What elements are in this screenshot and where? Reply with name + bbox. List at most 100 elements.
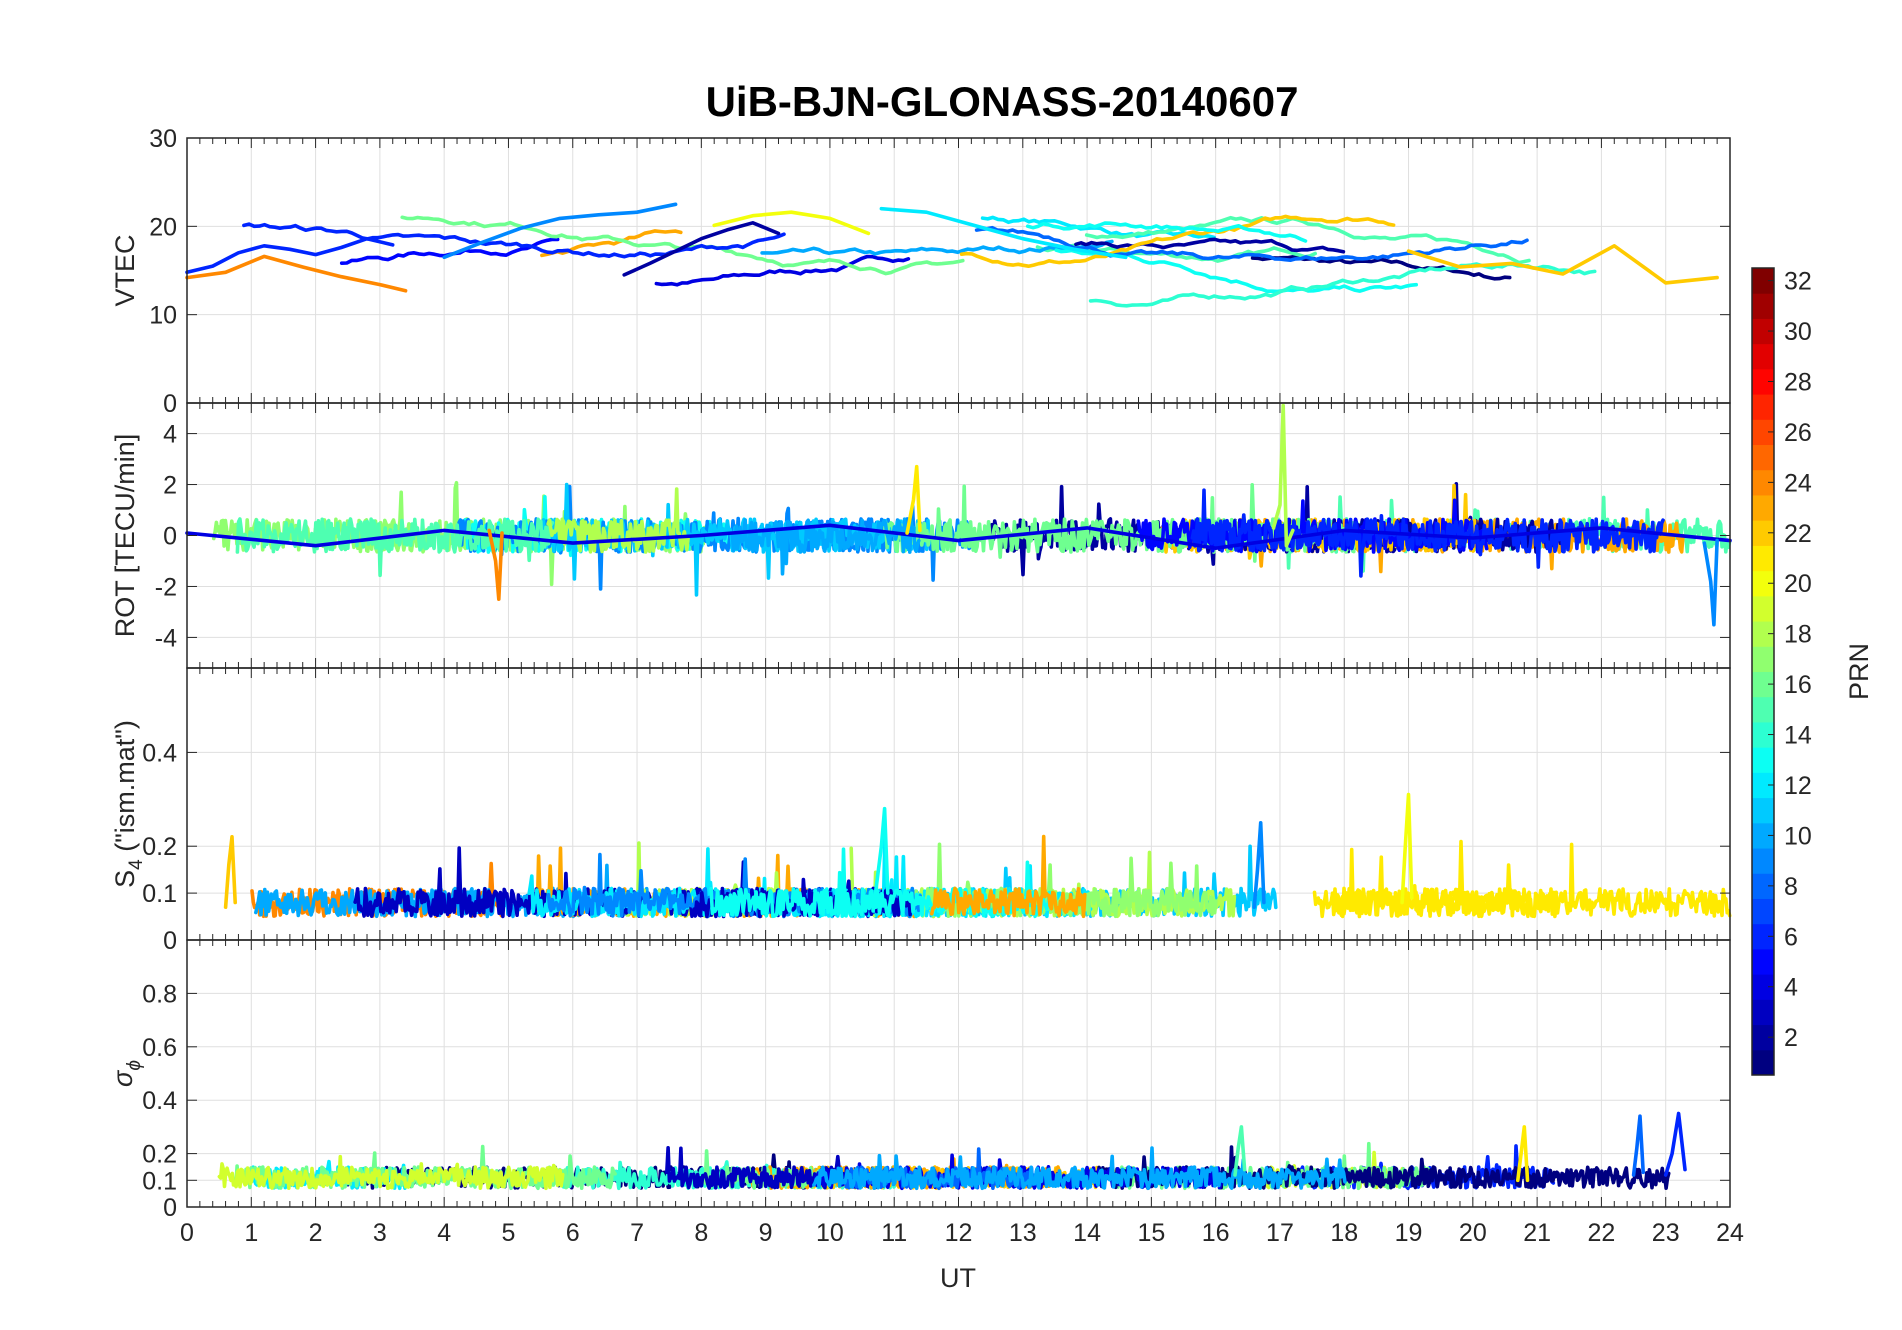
series-prn-6 [185, 236, 395, 275]
y-tick-label: 0.4 [142, 739, 177, 767]
colorbar-swatch [1752, 948, 1774, 975]
colorbar-tick-label: 32 [1784, 268, 1812, 296]
series-prn-18 [1271, 403, 1295, 548]
y-axis-label: S4 ("ism.mat") [110, 720, 147, 888]
panel-rot: -4 -2 0 2 4 ROT [TECU/min] [110, 402, 1732, 669]
colorbar-swatch [1752, 1049, 1774, 1076]
x-tick-label: 5 [502, 1219, 516, 1247]
series-prn-21 [905, 464, 922, 535]
colorbar-swatch [1752, 494, 1774, 521]
colorbar-swatch [1752, 974, 1774, 1000]
y-axis-label: ROT [TECU/min] [110, 434, 140, 638]
colorbar-tick-label: 14 [1784, 722, 1812, 750]
colorbar-swatch [1752, 520, 1774, 546]
panel-sigma-phi: 00.10.2 0.4 0.6 0.8 σϕ [108, 939, 1731, 1222]
background-trace [980, 215, 1216, 240]
colorbar-label: PRN [1844, 643, 1874, 700]
colorbar-swatch [1752, 999, 1774, 1026]
y-tick-label: 0.4 [142, 1087, 177, 1115]
colorbar-swatch [1752, 469, 1774, 496]
y-tick-label: 2 [163, 472, 177, 500]
colorbar-swatch [1752, 848, 1774, 874]
colorbar-tick-label: 4 [1784, 974, 1798, 1002]
x-tick-label: 23 [1652, 1219, 1680, 1247]
colorbar-tick-label: 16 [1784, 671, 1812, 699]
y-tick-label: 0.1 [142, 880, 177, 908]
y-axis-label: VTEC [110, 234, 140, 306]
x-tick-label: 21 [1523, 1219, 1551, 1247]
panel-vtec: 0 10 20 30 VTEC [110, 125, 1731, 418]
chart-title: UiB-BJN-GLONASS-20140607 [706, 78, 1299, 125]
series-prn-24 [185, 254, 408, 293]
colorbar-swatch [1752, 444, 1774, 471]
colorbar-tick-label: 20 [1784, 570, 1812, 598]
series-prn-9 [1702, 538, 1719, 627]
background-trace [730, 517, 921, 576]
colorbar-tick-label: 8 [1784, 873, 1798, 901]
colorbar-swatch [1752, 646, 1774, 672]
colorbar-swatch [1752, 671, 1774, 698]
background-trace [1312, 839, 1561, 919]
y-tick-label: 30 [149, 125, 177, 153]
x-tick-label: 7 [630, 1219, 644, 1247]
colorbar-swatch [1752, 873, 1774, 899]
trace-cloud [217, 1141, 1671, 1191]
series-prn-4 [185, 523, 1732, 550]
colorbar-swatch [1752, 898, 1774, 925]
background-trace [910, 842, 1218, 919]
background-trace [1190, 488, 1665, 578]
y-tick-label: 0 [163, 1194, 177, 1222]
series-prn-20 [712, 210, 871, 236]
colorbar-swatch [1752, 696, 1774, 723]
x-tick-label: 24 [1716, 1219, 1744, 1247]
x-tick-label: 0 [180, 1219, 194, 1247]
background-trace [974, 225, 1529, 262]
colorbar-tick-label: 30 [1784, 318, 1812, 346]
series-prn-15 [1233, 1125, 1247, 1177]
y-tick-label: 0.8 [142, 980, 177, 1008]
trace-cloud [242, 214, 1597, 308]
x-tick-label: 13 [1009, 1219, 1037, 1247]
colorbar-tick-label: 28 [1784, 368, 1812, 396]
background-trace [812, 1146, 1347, 1191]
colorbar-swatch [1752, 293, 1774, 319]
background-trace [959, 214, 1396, 268]
x-tick-label: 14 [1073, 1219, 1101, 1247]
x-tick-label: 19 [1395, 1219, 1423, 1247]
series-prn-2 [622, 221, 781, 277]
colorbar-tick-label: 26 [1784, 419, 1812, 447]
x-tick-label: 8 [694, 1219, 708, 1247]
background-trace [546, 487, 690, 554]
colorbar-swatch [1752, 343, 1774, 370]
colorbar-frame [1751, 267, 1775, 1076]
colorbar-swatch [1752, 1024, 1774, 1051]
y-tick-label: 20 [149, 213, 177, 241]
background-trace [1025, 221, 1308, 243]
y-tick-label: 10 [149, 302, 177, 330]
colorbar-tick-label: 10 [1784, 822, 1812, 850]
colorbar-swatch [1752, 923, 1774, 950]
x-tick-label: 16 [1202, 1219, 1230, 1247]
series-prn-8 [1631, 1114, 1645, 1177]
y-tick-label: 0 [163, 523, 177, 551]
x-axis-label: UT [940, 1263, 976, 1293]
colorbar-swatch [1752, 368, 1774, 395]
x-tick-label: 15 [1137, 1219, 1165, 1247]
y-tick-label: -2 [155, 573, 177, 601]
series-prn-9 [1252, 821, 1266, 909]
colorbar-tick-label: 6 [1784, 923, 1798, 951]
background-trace [540, 229, 683, 258]
y-tick-label: 0 [163, 927, 177, 955]
series-prn-6 [1663, 1111, 1687, 1177]
x-tick-label: 12 [945, 1219, 973, 1247]
series-prn-22 [1406, 244, 1719, 285]
colorbar-swatch [1752, 545, 1774, 572]
colorbar-tick-label: 18 [1784, 621, 1812, 649]
trace-cloud [250, 834, 1732, 919]
background-trace [339, 237, 560, 265]
colorbar-swatch [1752, 721, 1774, 748]
x-tick-label: 3 [373, 1219, 387, 1247]
background-trace [930, 834, 1087, 919]
